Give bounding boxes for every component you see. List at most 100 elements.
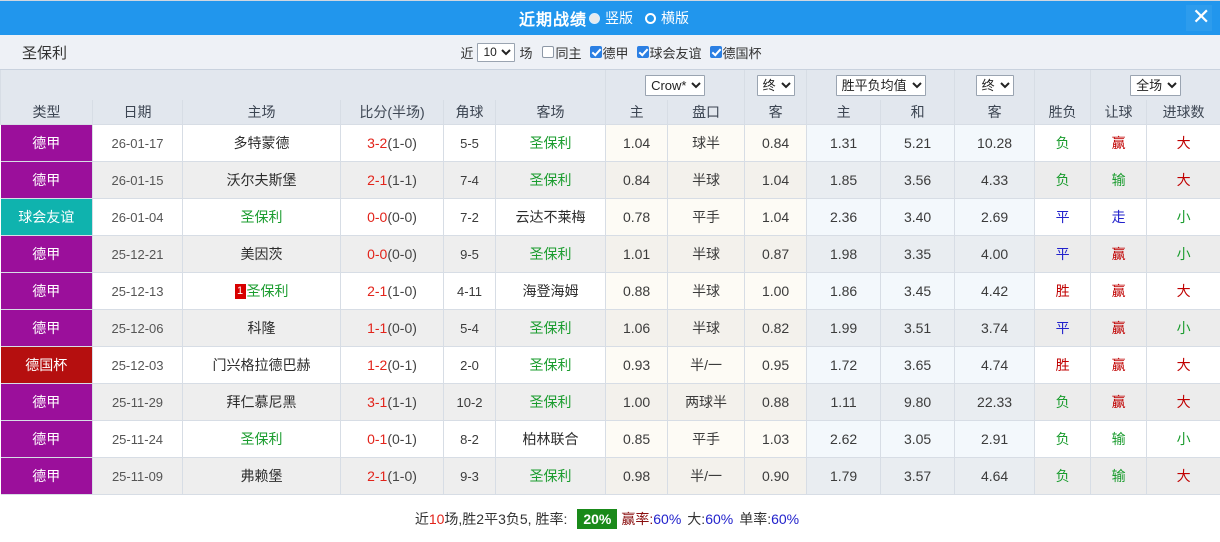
avg-type-select[interactable]: 胜平负均值 (835, 74, 926, 96)
cell-score[interactable]: 2-1(1-1) (340, 161, 444, 199)
page-title: 近期战绩 (518, 12, 587, 29)
cell-corner: 7-2 (443, 198, 496, 236)
cell-home-team[interactable]: 美因茨 (182, 235, 341, 273)
col-header-avg-draw[interactable]: 和 (880, 100, 956, 125)
cell-away-team[interactable]: 圣保利 (494, 457, 607, 495)
full-time-score: 2-1 (367, 468, 388, 484)
table-row[interactable]: 德甲 25-11-29 拜仁慕尼黑 3-1(1-1) 10-2 圣保利 1.00 两球半 0.8… (0, 383, 1220, 421)
col-header-corner[interactable]: 角球 (443, 100, 496, 125)
match-count-select[interactable]: 10 (477, 42, 516, 62)
home-team-name: 圣保利 (240, 431, 283, 447)
handicap-win-rate-label: 赢率: (621, 510, 654, 527)
col-header-score[interactable]: 比分(半场) (340, 100, 444, 125)
bookmaker-select[interactable]: Crow* (645, 74, 706, 96)
col-header-result-goals[interactable]: 进球数 (1146, 100, 1220, 125)
cell-home-team[interactable]: 沃尔夫斯堡 (182, 161, 341, 199)
cell-score[interactable]: 0-1(0-1) (340, 420, 444, 458)
cell-type[interactable]: 德国杯 (0, 346, 93, 384)
cell-type[interactable]: 德甲 (0, 272, 93, 310)
cell-home-team[interactable]: 圣保利 (182, 198, 341, 236)
cell-score[interactable]: 2-1(1-0) (340, 457, 444, 495)
match-history-table: Crow* 终 胜平负均值 终 (0, 70, 1220, 495)
cell-odds-away: 1.03 (744, 420, 808, 458)
cell-score[interactable]: 3-2(1-0) (340, 124, 444, 162)
col-header-avg-home[interactable]: 主 (806, 100, 882, 125)
cell-score[interactable]: 1-2(0-1) (340, 346, 444, 384)
cell-type[interactable]: 德甲 (0, 457, 93, 495)
col-header-result-wl[interactable]: 胜负 (1034, 100, 1092, 125)
close-icon[interactable]: ✕ (1186, 5, 1212, 31)
cell-type[interactable]: 德甲 (0, 309, 93, 347)
odds-stage-select[interactable]: 终 (756, 74, 795, 96)
cell-away-team[interactable]: 海登海姆 (494, 272, 607, 310)
home-team-name: 美因茨 (240, 246, 283, 262)
table-row[interactable]: 德甲 25-12-13 1 圣保利 2-1(1-0) 4-11 海登海姆 0.88 半球 1.00… (0, 272, 1220, 310)
table-row[interactable]: 球会友谊 26-01-04 圣保利 0-0(0-0) 7-2 云达不莱梅 0.78 平手 1.0… (0, 198, 1220, 236)
col-header-avg-away[interactable]: 客 (954, 100, 1036, 125)
cell-home-team[interactable]: 科隆 (182, 309, 341, 347)
half-time-score: (0-1) (387, 431, 417, 447)
cell-avg-away: 4.74 (954, 346, 1036, 384)
col-header-home[interactable]: 主场 (182, 100, 341, 125)
table-row[interactable]: 德甲 25-12-06 科隆 1-1(0-0) 5-4 圣保利 1.06 半球 0.82 1.99… (0, 309, 1220, 347)
cell-home-team[interactable]: 多特蒙德 (182, 124, 341, 162)
col-header-odds-away[interactable]: 客 (744, 100, 808, 125)
cell-type[interactable]: 球会友谊 (0, 198, 93, 236)
full-time-score: 0-0 (367, 209, 388, 225)
checkbox-dfb-pokal[interactable] (709, 46, 722, 58)
cell-score[interactable]: 1-1(0-0) (340, 309, 444, 347)
radio-horizontal-view-label: 横版 (661, 10, 689, 26)
col-header-type[interactable]: 类型 (0, 100, 93, 125)
away-team-name: 圣保利 (529, 320, 572, 336)
cell-home-team[interactable]: 1 圣保利 (182, 272, 341, 310)
table-row[interactable]: 德甲 26-01-15 沃尔夫斯堡 2-1(1-1) 7-4 圣保利 0.84 半球 1.04 1… (0, 161, 1220, 199)
cell-home-team[interactable]: 拜仁慕尼黑 (182, 383, 341, 421)
cell-type[interactable]: 德甲 (0, 383, 93, 421)
cell-score[interactable]: 2-1(1-0) (340, 272, 444, 310)
summary-footer: 近10场,胜2平3负5, 胜率: 20% 赢率:60% 大:60% 单率:60% (0, 495, 1220, 542)
cell-away-team[interactable]: 圣保利 (494, 235, 607, 273)
table-row[interactable]: 德甲 26-01-17 多特蒙德 3-2(1-0) 5-5 圣保利 1.04 球半 0.84 1.… (0, 124, 1220, 162)
checkbox-bundesliga[interactable] (589, 46, 602, 58)
cell-score[interactable]: 3-1(1-1) (340, 383, 444, 421)
col-header-odds-home[interactable]: 主 (605, 100, 669, 125)
radio-horizontal-view[interactable] (645, 12, 656, 24)
cell-away-team[interactable]: 圣保利 (494, 383, 607, 421)
col-header-away[interactable]: 客场 (494, 100, 607, 125)
cell-result-handicap: 输 (1090, 420, 1148, 458)
cell-away-team[interactable]: 圣保利 (494, 124, 607, 162)
cell-home-team[interactable]: 弗赖堡 (182, 457, 341, 495)
scope-select[interactable]: 全场 (1130, 74, 1182, 96)
cell-type[interactable]: 德甲 (0, 420, 93, 458)
cell-away-team[interactable]: 圣保利 (494, 346, 607, 384)
checkbox-same-home[interactable] (542, 46, 555, 58)
cell-odds-away: 0.84 (744, 124, 808, 162)
cell-away-team[interactable]: 圣保利 (494, 309, 607, 347)
cell-away-team[interactable]: 云达不莱梅 (494, 198, 607, 236)
col-header-result-handicap[interactable]: 让球 (1090, 100, 1148, 125)
avg-stage-select[interactable]: 终 (975, 74, 1014, 96)
table-row[interactable]: 德甲 25-11-24 圣保利 0-1(0-1) 8-2 柏林联合 0.85 平手 1.03 2.… (0, 420, 1220, 458)
half-time-score: (0-0) (387, 246, 417, 262)
recent-prefix-label: 近 (460, 45, 474, 61)
cell-type[interactable]: 德甲 (0, 235, 93, 273)
half-time-score: (1-1) (387, 172, 417, 188)
away-team-name: 圣保利 (529, 246, 572, 262)
table-row[interactable]: 德甲 25-11-09 弗赖堡 2-1(1-0) 9-3 圣保利 0.98 半/一 0.90 1.… (0, 457, 1220, 495)
cell-type[interactable]: 德甲 (0, 161, 93, 199)
col-header-odds-handicap[interactable]: 盘口 (667, 100, 746, 125)
cell-away-team[interactable]: 柏林联合 (494, 420, 607, 458)
cell-away-team[interactable]: 圣保利 (494, 161, 607, 199)
table-row[interactable]: 德国杯 25-12-03 门兴格拉德巴赫 1-2(0-1) 2-0 圣保利 0.93 半/一 0… (0, 346, 1220, 384)
cell-type[interactable]: 德甲 (0, 124, 93, 162)
radio-vertical-view[interactable] (589, 12, 600, 24)
table-row[interactable]: 德甲 25-12-21 美因茨 0-0(0-0) 9-5 圣保利 1.01 半球 0.87 1.9… (0, 235, 1220, 273)
checkbox-club-friendly[interactable] (636, 46, 649, 58)
cell-odds-away: 0.82 (744, 309, 808, 347)
cell-score[interactable]: 0-0(0-0) (340, 198, 444, 236)
cell-result-goals: 大 (1146, 272, 1220, 310)
cell-home-team[interactable]: 圣保利 (182, 420, 341, 458)
cell-home-team[interactable]: 门兴格拉德巴赫 (182, 346, 341, 384)
col-header-date[interactable]: 日期 (92, 100, 183, 125)
cell-score[interactable]: 0-0(0-0) (340, 235, 444, 273)
